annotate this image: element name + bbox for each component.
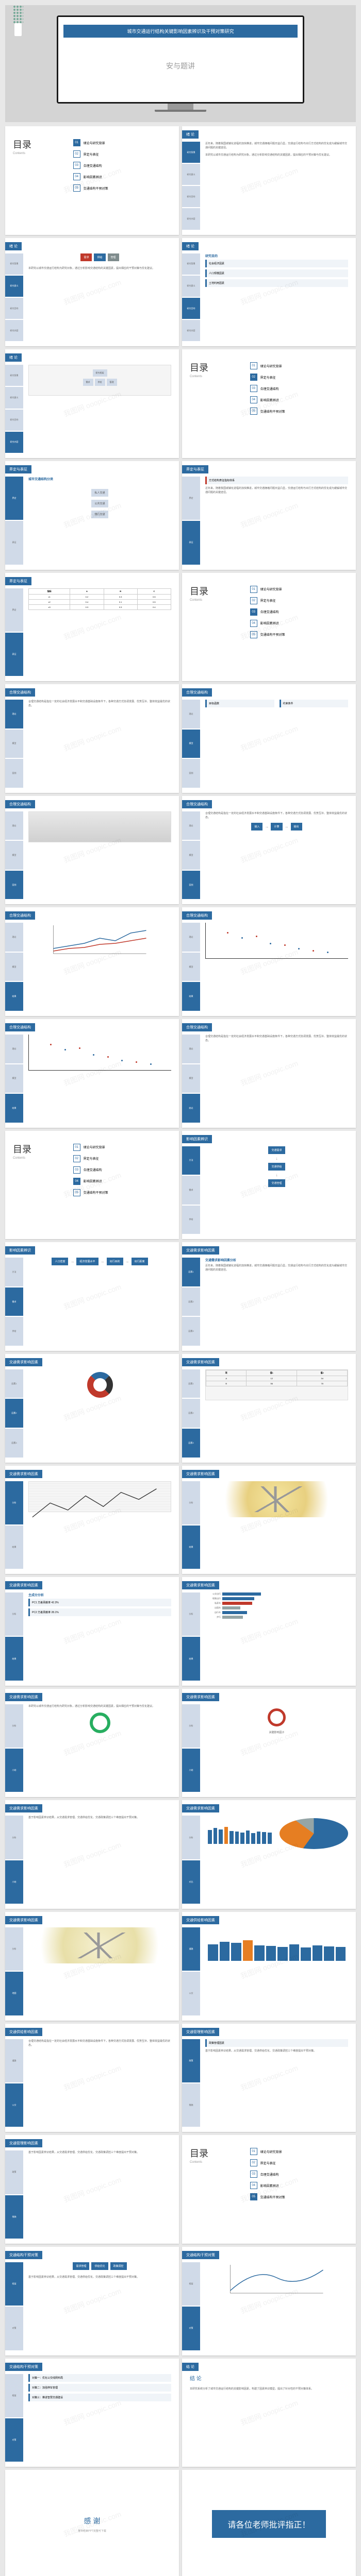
slide-supply-1[interactable]: 交通供给影响因素 道路 公交 我图网 ooopic.com — [182, 1912, 356, 2021]
scatter-chart — [205, 923, 348, 959]
slide-define-2[interactable]: 界定与表征 界定 表征 方式结构表征指标体系 近年来，随着我国城镇化进程的加快推… — [182, 461, 356, 570]
slide-intro-3[interactable]: 绪 论 研究背景 研究意义 研究目的 研究内容 研究目的 社会经济因素 人口规模… — [182, 238, 356, 347]
section-title: 绪 论 — [182, 130, 199, 139]
slide-sidebar: 研究背景 研究意义 研究目的 研究内容 — [182, 142, 200, 230]
indicator-table: 指标ABC x10.20.30.5 x20.40.10.5 x30.30.30.… — [28, 588, 171, 610]
intro-text: 近年来，随着我国城镇化进程的加快推进，城市交通拥堵问题日益凸显，交通运行结构与出… — [205, 142, 348, 150]
slide-demand-10[interactable]: 交通需求影响因素 分析 小结 基于影响因素辨识结果，从交通需求管理、交通供给优化… — [5, 1800, 179, 1909]
green-circle-icon — [90, 1713, 110, 1733]
hbar-chart: 公交出行地铁出行私家车出租车自行车步行 — [205, 1592, 348, 1619]
slide-manage-2[interactable]: 交通管理影响因素 政策 措施 基于影响因素辨识结果，从交通需求管理、交通供给优化… — [5, 2135, 179, 2244]
slide-toc-4[interactable]: 目录 Contents 01绪论与研究背景 02界定与表征 03合理交通结构 0… — [5, 1131, 179, 1240]
vase-decoration — [10, 5, 26, 36]
monitor-base — [155, 110, 206, 112]
slide-supply-2[interactable]: 交通供给影响因素 道路 公交 合理交通结构是指在一定的社会经济发展水平和交通基础… — [5, 2024, 179, 2132]
monitor-stand — [168, 104, 193, 110]
donut-chart — [87, 1372, 113, 1398]
slide-counter-2[interactable]: 交通结构干预对策 框架 对策 我图网 ooopic.com — [182, 2247, 356, 2355]
slide-counter-1[interactable]: 交通结构干预对策 框架 对策 需求管理 供给优化 政策调控 基于影响因素辨识结果… — [5, 2247, 179, 2355]
slide-define-1[interactable]: 界定与表征 界定 表征 城市交通结构分类 私人交通 公共交通 慢行交通 我图网 … — [5, 461, 179, 570]
slide-teacher[interactable]: 请各位老师批评指正！ 我图网 ooopic.com — [182, 2470, 356, 2576]
data-table: 项值1值2A1234B5678 — [205, 1369, 348, 1400]
hero-title: 城市交通运行结构关键影响因素辨识及干预对策研究 — [63, 25, 298, 38]
slide-factors-2[interactable]: 影响因素辨识 方法 需求 供给 人口密度 → 经济发展水平 → 出行目的 → 出… — [5, 1242, 179, 1351]
hero-section: 城市交通运行结构关键影响因素辨识及干预对策研究 安与题讲 — [5, 5, 356, 122]
slide-demand-7[interactable]: 交通需求影响因素 分析 结果 公交出行地铁出行私家车出租车自行车步行 我图网 o… — [182, 1577, 356, 1686]
slide-structure-2[interactable]: 合理交通结构 理论 模型 案例 目标函数 约束条件 我图网 ooopic.com — [182, 684, 356, 793]
slide-intro-4[interactable]: 绪 论 研究背景 研究意义 研究目的 研究内容 研究框架 需求 供给 管理 — [5, 349, 179, 458]
supply-bars — [205, 1927, 348, 1963]
bar-chart — [205, 1816, 274, 1846]
slide-structure-7[interactable]: 合理交通结构 理论 模型 结果 我图网 ooopic.com — [5, 1019, 179, 1128]
slide-demand-4[interactable]: 交通需求影响因素 分析 结果 我图网 ooopic.com — [5, 1466, 179, 1574]
city-map — [205, 1481, 348, 1517]
monitor-screen: 城市交通运行结构关键影响因素辨识及干预对策研究 安与题讲 — [58, 17, 303, 102]
slide-demand-8[interactable]: 交通需求影响因素 分析 小结 本研究以城市交通运行结构为研究对象，通过分析影响交… — [5, 1689, 179, 1798]
slide-demand-6[interactable]: 交通需求影响因素 分析 结果 主成分分析 PC1 方差贡献率 42.3% PC2… — [5, 1577, 179, 1686]
teacher-thanks: 请各位老师批评指正！ — [212, 2510, 325, 2538]
slide-toc-2[interactable]: 目录 Contents 01绪论与研究背景 02界定与表征 03合理交通结构 0… — [182, 349, 356, 458]
slide-intro-2[interactable]: 绪 论 研究背景 研究意义 研究目的 研究内容 需求 供给 管理 本研究以城市交… — [5, 238, 179, 347]
hero-subtitle: 安与题讲 — [63, 38, 298, 94]
slide-demand-5[interactable]: 交通需求影响因素 分析 结果 我图网 ooopic.com — [182, 1466, 356, 1574]
slide-structure-5[interactable]: 合理交通结构 理论 模型 结果 我图网 ooopic.com — [5, 907, 179, 1016]
red-circle-icon — [268, 1708, 286, 1726]
slide-demand-9[interactable]: 交通需求影响因素 分析 小结 关键影响因子 我图网 ooopic.com — [182, 1689, 356, 1798]
slide-structure-4[interactable]: 合理交通结构 理论 模型 案例 合理交通结构是指在一定的社会经济发展水平和交通基… — [182, 796, 356, 905]
pie-chart — [280, 1818, 349, 1849]
line-chart — [28, 923, 171, 959]
slide-structure-8[interactable]: 合理交通结构 理论 模型 结论 合理交通结构是指在一定的社会经济发展水平和交通基… — [182, 1019, 356, 1128]
slides-grid: 目录 Contents 01绪论与研究背景 02界定与表征 03合理交通结构 0… — [5, 126, 356, 2576]
slide-conclude[interactable]: 结 论 结 论 本研究系统分析了城市交通运行结构的关键影响因素，构建了因素辨识模… — [182, 2359, 356, 2467]
slide-demand-3[interactable]: 交通需求影响因素 因素1 因素2 因素3 项值1值2A1234B5678 我图网… — [182, 1354, 356, 1463]
slide-structure-6[interactable]: 合理交通结构 理论 模型 结果 我图网 ooopic.com — [182, 907, 356, 1016]
slide-structure-1[interactable]: 合理交通结构 理论 模型 案例 合理交通结构是指在一定的社会经济发展水平和交通基… — [5, 684, 179, 793]
monitor-frame: 城市交通运行结构关键影响因素辨识及干预对策研究 安与题讲 — [57, 15, 304, 104]
flowchart: 研究框架 需求 供给 管理 — [28, 365, 171, 396]
toc-list: 01绪论与研究背景 02界定与表征 03合理交通结构 04影响因素辨识 05交通… — [73, 139, 169, 196]
slide-toc-1[interactable]: 目录 Contents 01绪论与研究背景 02界定与表征 03合理交通结构 0… — [5, 126, 179, 235]
slide-toc-5[interactable]: 目录 Contents 01绪论与研究背景 02界定与表征 03合理交通结构 0… — [182, 2135, 356, 2244]
slide-demand-11[interactable]: 交通需求影响因素 分析 对比 我图网 ooopic.com — [182, 1800, 356, 1909]
slide-demand-12[interactable]: 交通需求影响因素 分析 地图 我图网 ooopic.com — [5, 1912, 179, 2021]
slide-define-3[interactable]: 界定与表征 界定 表征 指标ABC x10.20.30.5 x20.40.10.… — [5, 573, 179, 682]
slide-manage-1[interactable]: 交通管理影响因素 政策 措施 政策管理因素 基于影响因素辨识结果，从交通需求管理… — [182, 2024, 356, 2132]
slide-toc-3[interactable]: 目录 Contents 01绪论与研究背景 02界定与表征 03合理交通结构 0… — [182, 573, 356, 682]
toc-heading: 目录 Contents — [13, 137, 31, 155]
complex-chart — [28, 1481, 171, 1512]
slide-factors-1[interactable]: 影响因素辨识 方法 需求 供给 交通需求 ↓ 交通供给 ↓ 交通管理 我图网 o… — [182, 1131, 356, 1240]
slide-counter-3[interactable]: 交通结构干预对策 框架 对策 对策一：优化公交线网布局 对策二：加强停车管理 对… — [5, 2359, 179, 2467]
diagram — [28, 811, 171, 842]
slide-demand-2[interactable]: 交通需求影响因素 因素1 因素2 因素3 我图网 ooopic.com — [5, 1354, 179, 1463]
slide-thanks[interactable]: 感 谢 答辩结束PPT完整可下载 我图网 ooopic.com — [5, 2470, 179, 2576]
slide-demand-1[interactable]: 交通需求影响因素 因素1 因素2 因素3 交通需求影响因素分析 近年来，随着我国… — [182, 1242, 356, 1351]
trend-chart — [205, 2262, 348, 2298]
slide-intro-1[interactable]: 绪 论 研究背景 研究意义 研究目的 研究内容 近年来，随着我国城镇化进程的加快… — [182, 126, 356, 235]
scatter-chart-2 — [28, 1035, 171, 1071]
slide-structure-3[interactable]: 合理交通结构 理论 模型 案例 我图网 ooopic.com — [5, 796, 179, 905]
region-map — [28, 1927, 171, 1963]
page-container: 城市交通运行结构关键影响因素辨识及干预对策研究 安与题讲 目录 Contents… — [5, 5, 356, 2576]
